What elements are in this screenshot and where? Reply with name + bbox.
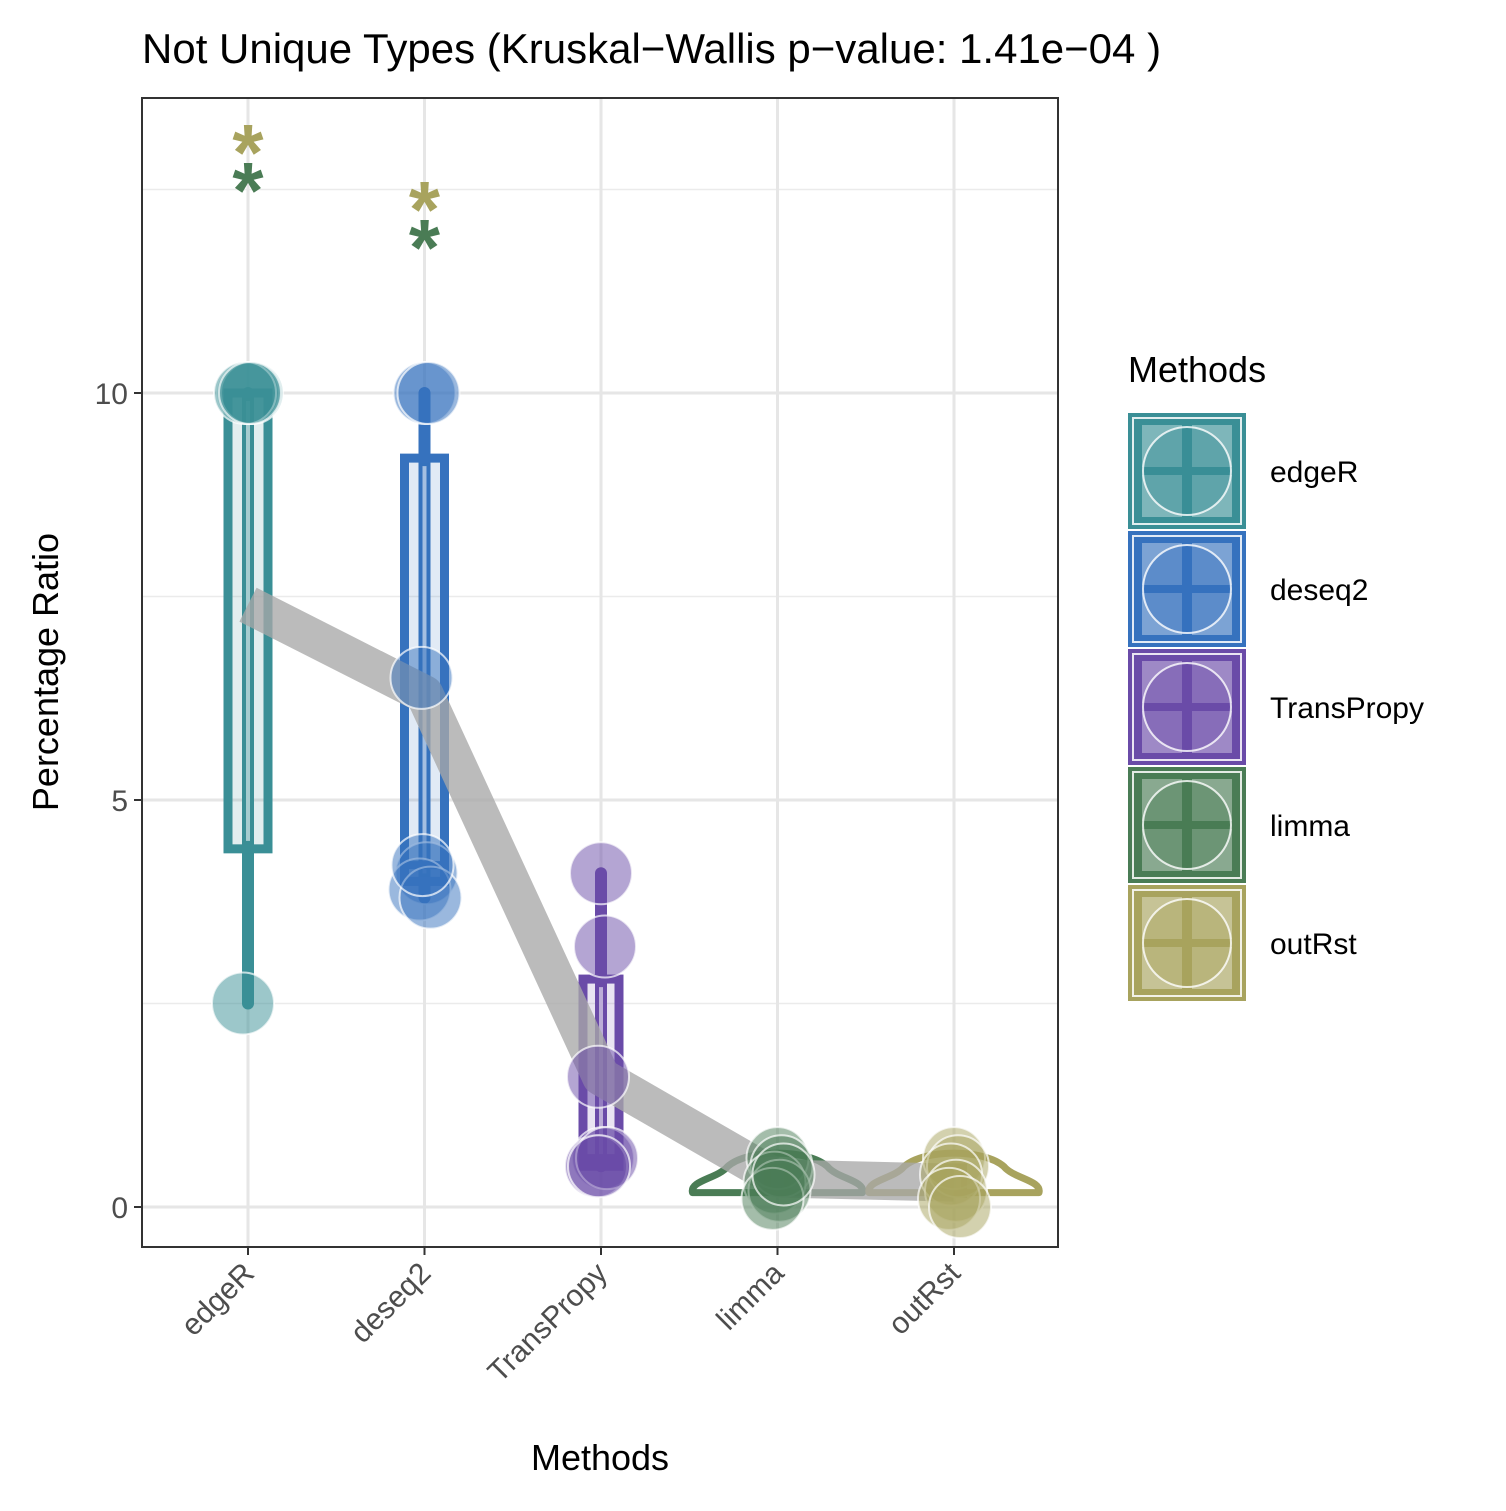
legend-key-point xyxy=(1142,780,1232,870)
y-tick-label: 5 xyxy=(111,785,128,818)
data-point-deseq2 xyxy=(390,833,455,898)
significance-star: * xyxy=(232,146,264,235)
legend-item-edgeR: edgeR xyxy=(1128,413,1358,529)
legend-label-edgeR: edgeR xyxy=(1270,456,1358,489)
data-point-outRst xyxy=(928,1175,992,1239)
legend-label-TransPropy: TransPropy xyxy=(1270,692,1424,725)
data-point-TransPropy xyxy=(567,1134,631,1199)
y-axis-label: Percentage Ratio xyxy=(25,533,66,811)
data-point-deseq2 xyxy=(396,361,461,425)
legend-item-outRst: outRst xyxy=(1128,885,1357,1001)
x-tick-label: edgeR xyxy=(175,1257,261,1343)
chart-title: Not Unique Types (Kruskal−Wallis p−value… xyxy=(142,25,1161,72)
data-point-TransPropy xyxy=(569,841,633,906)
legend-key-border xyxy=(1132,653,1242,761)
legend: Methods edgeR deseq2 TransPropy limma outRst xyxy=(1128,349,1424,1001)
legend-key-border xyxy=(1132,771,1242,879)
legend-key-point xyxy=(1142,544,1232,634)
legend-label-limma: limma xyxy=(1270,810,1350,843)
legend-item-deseq2: deseq2 xyxy=(1128,531,1368,647)
legend-title: Methods xyxy=(1128,349,1266,390)
x-tick-label: deseq2 xyxy=(345,1257,438,1350)
series-deseq2 xyxy=(400,387,449,904)
legend-key-border xyxy=(1132,417,1242,525)
data-point-limma xyxy=(751,1142,816,1207)
legend-key-border xyxy=(1132,535,1242,643)
data-point-deseq2 xyxy=(389,645,454,710)
data-point-edgeR xyxy=(218,361,282,425)
legend-key-point xyxy=(1142,426,1232,516)
legend-key-point xyxy=(1142,662,1232,752)
legend-label-deseq2: deseq2 xyxy=(1270,574,1368,607)
legend-key-border xyxy=(1132,889,1242,997)
legend-item-limma: limma xyxy=(1128,767,1350,883)
x-tick-label: limma xyxy=(711,1256,791,1336)
legend-label-outRst: outRst xyxy=(1270,928,1357,961)
x-tick-label: TransPropy xyxy=(482,1257,614,1389)
data-point-edgeR xyxy=(211,971,275,1036)
y-tick-label: 10 xyxy=(95,378,128,411)
legend-item-TransPropy: TransPropy xyxy=(1128,649,1424,765)
data-point-TransPropy xyxy=(573,914,637,979)
x-axis-label: Methods xyxy=(531,1437,669,1478)
significance-star: * xyxy=(409,165,441,254)
y-tick-label: 0 xyxy=(111,1192,128,1225)
legend-key-point xyxy=(1142,898,1232,988)
plot-marks: ** ** xyxy=(211,108,1043,1239)
significance-star: * xyxy=(232,108,264,197)
series-edgeR xyxy=(223,387,273,1010)
significance-star: * xyxy=(409,203,441,292)
x-tick-label: outRst xyxy=(882,1256,967,1341)
data-point-TransPropy xyxy=(566,1044,630,1109)
